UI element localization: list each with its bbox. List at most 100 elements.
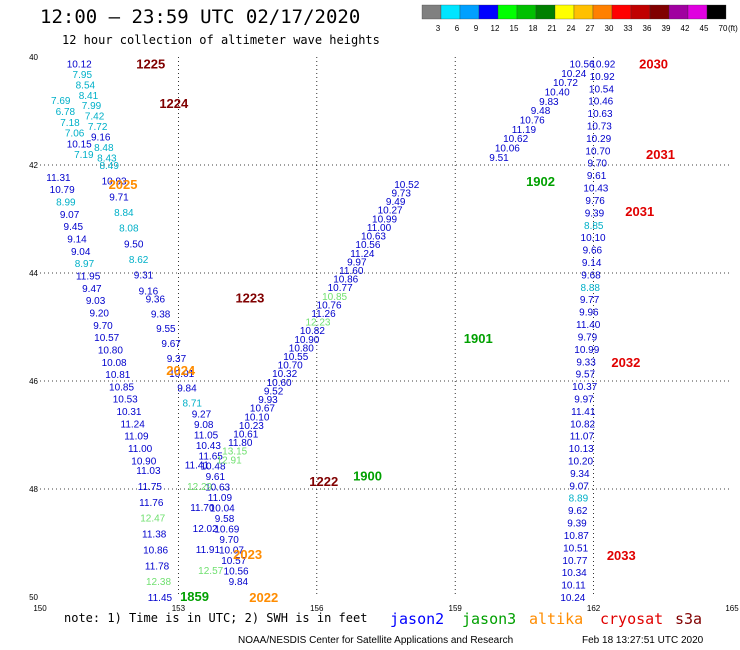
wave-height-value: 8.71 <box>183 399 203 410</box>
wave-height-value: 11.09 <box>124 432 149 443</box>
wave-height-value: 11.40 <box>576 320 601 331</box>
chart-title: 12:00 – 23:59 UTC 02/17/2020 <box>40 6 361 28</box>
wave-height-value: 11.00 <box>128 444 153 455</box>
wave-height-value: 9.39 <box>567 519 587 530</box>
wave-height-value: 10.76 <box>520 116 545 127</box>
chart-subtitle: 12 hour collection of altimeter wave hei… <box>62 33 380 47</box>
wave-height-value: 10.15 <box>67 139 92 150</box>
wave-height-value: 8.85 <box>584 221 604 232</box>
pass-label: 2030 <box>639 56 668 71</box>
wave-height-value: 8.08 <box>119 224 139 235</box>
pass-label: 2025 <box>109 177 138 192</box>
legend-jason3: jason3 <box>462 610 517 628</box>
wave-height-value: 10.99 <box>574 345 599 356</box>
scale-swatch <box>535 4 556 20</box>
wave-height-value: 7.18 <box>60 118 80 129</box>
wave-height-value: 8.97 <box>75 259 95 270</box>
wave-height-value: 9.08 <box>194 420 214 431</box>
wave-height-value: 9.97 <box>347 257 367 268</box>
wave-height-value: 9.48 <box>531 106 551 117</box>
wave-height-value: 10.93 <box>102 177 127 188</box>
wave-height-value: 9.47 <box>82 284 102 295</box>
scale-swatch <box>440 4 461 20</box>
scale-swatch <box>421 4 442 20</box>
wave-height-value: 10.34 <box>562 568 587 579</box>
wave-height-value: 10.70 <box>278 361 303 372</box>
wave-height-value: 11.45 <box>148 593 173 604</box>
scale-swatch <box>649 4 670 20</box>
wave-height-value: 10.92 <box>590 72 615 83</box>
wave-height-value: 10.27 <box>378 206 403 217</box>
wave-height-value: 11.76 <box>139 498 164 509</box>
pass-label: 2031 <box>625 204 654 219</box>
wave-height-value: 9.77 <box>580 295 600 306</box>
wave-height-value: 6.78 <box>56 107 76 118</box>
wave-height-value: 9.70 <box>219 535 239 546</box>
lat-tick-label: 40 <box>29 53 38 62</box>
scale-swatch <box>459 4 480 20</box>
wave-height-value: 8.88 <box>581 283 601 294</box>
wave-height-value: 9.38 <box>151 309 171 320</box>
wave-height-value: 10.73 <box>587 122 612 133</box>
wave-height-value: 9.84 <box>177 384 197 395</box>
wave-height-value: 9.61 <box>206 472 226 483</box>
wave-height-value: 7.42 <box>85 112 105 123</box>
scale-label: 18 <box>529 24 538 33</box>
wave-height-value: 11.31 <box>46 173 71 184</box>
wave-height-value: 9.50 <box>124 239 144 250</box>
wave-height-value: 8.62 <box>129 255 149 266</box>
scale-swatch <box>706 4 727 20</box>
scale-swatch <box>516 4 537 20</box>
lat-tick-label: 48 <box>29 485 38 494</box>
wave-height-value: 10.48 <box>200 462 225 473</box>
scale-label: 3 <box>436 24 441 33</box>
wave-height-value: 9.96 <box>579 308 599 319</box>
wave-height-value: 9.37 <box>167 354 187 365</box>
wave-height-value: 9.83 <box>539 97 559 108</box>
lat-tick-label: 46 <box>29 377 38 386</box>
wave-height-value: 9.49 <box>386 197 406 208</box>
lon-tick-label: 150 <box>33 604 47 613</box>
wave-height-value: 11.75 <box>138 482 163 493</box>
wave-height-value: 9.34 <box>570 469 590 480</box>
wave-height-value: 10.77 <box>562 556 587 567</box>
wave-height-value: 9.79 <box>578 332 598 343</box>
wave-height-value: 10.85 <box>322 292 347 303</box>
wave-height-value: 10.04 <box>210 504 235 515</box>
wave-height-value: 9.36 <box>146 294 166 305</box>
pass-label: 2023 <box>233 547 262 562</box>
wave-height-value: 13.15 <box>222 447 247 458</box>
scale-label: 30 <box>605 24 614 33</box>
wave-height-value: 10.67 <box>250 404 275 415</box>
wave-height-value: 10.82 <box>300 326 325 337</box>
wave-height-value: 12.38 <box>146 577 171 588</box>
wave-height-value: 10.55 <box>283 352 308 363</box>
wave-height-value: 9.61 <box>587 171 607 182</box>
scale-swatch <box>478 4 499 20</box>
pass-label: 2033 <box>607 548 636 563</box>
wave-height-value: 11.60 <box>339 266 364 277</box>
wave-height-value: 11.41 <box>185 461 210 472</box>
wave-height-value: 10.43 <box>196 441 221 452</box>
wave-height-value: 8.99 <box>56 198 76 209</box>
wave-height-value: 8.84 <box>114 208 134 219</box>
wave-height-value: 10.51 <box>563 543 588 554</box>
wave-height-value: 9.52 <box>264 386 284 397</box>
wave-height-value: 10.20 <box>568 457 593 468</box>
wave-height-value: 8.48 <box>94 143 114 154</box>
legend-s3a: s3a <box>675 610 703 628</box>
wave-height-value: 10.53 <box>113 395 138 406</box>
wave-height-value: 7.72 <box>88 122 108 133</box>
scale-label: 12 <box>491 24 500 33</box>
wave-height-value: 10.87 <box>564 531 589 542</box>
wave-height-value: 10.31 <box>116 407 141 418</box>
wave-height-value: 10.29 <box>586 134 611 145</box>
wave-height-value: 10.63 <box>361 232 386 243</box>
wave-height-value: 9.20 <box>90 308 110 319</box>
wave-height-value: 9.45 <box>64 222 84 233</box>
wave-height-value: 10.76 <box>317 300 342 311</box>
wave-height-value: 10.80 <box>98 345 123 356</box>
wave-height-value: 9.04 <box>71 247 91 258</box>
wave-height-value: 9.67 <box>161 339 181 350</box>
wave-height-value: 11.95 <box>76 271 101 282</box>
